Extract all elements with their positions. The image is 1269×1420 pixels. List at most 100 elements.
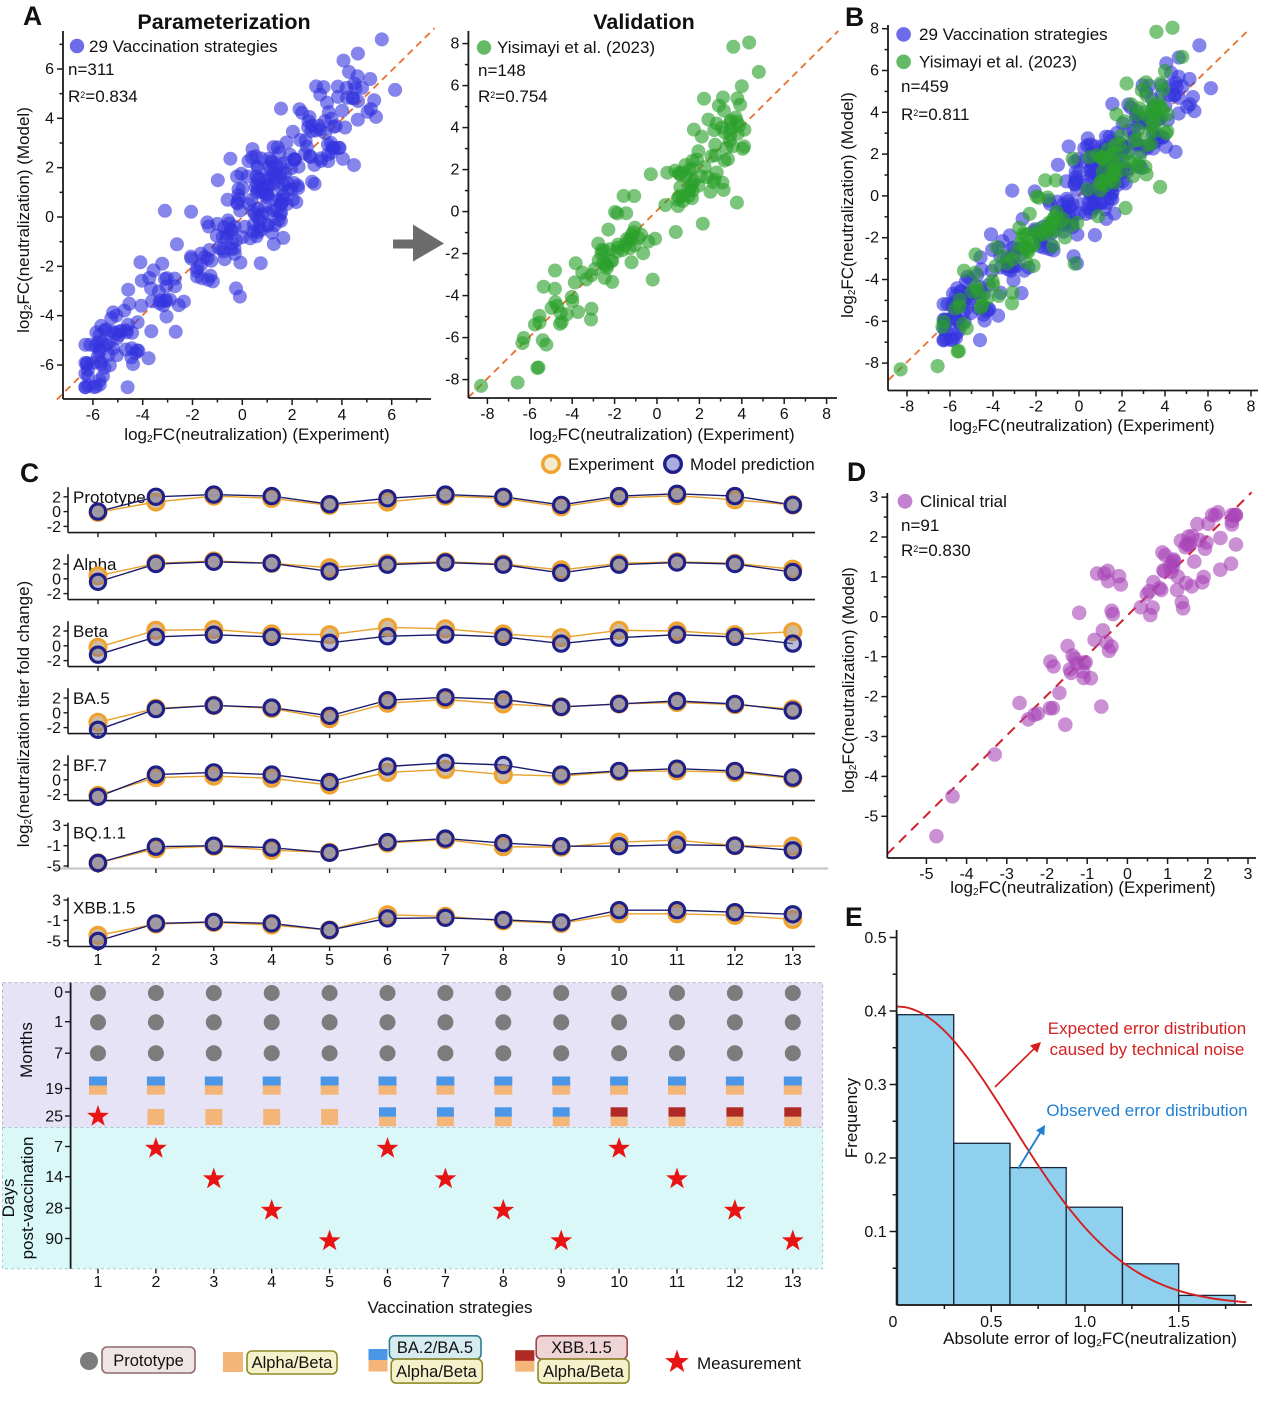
- svg-text:Expected error distribution: Expected error distribution: [1048, 1019, 1246, 1038]
- svg-text:0: 0: [52, 772, 61, 789]
- svg-text:0: 0: [238, 407, 247, 424]
- svg-text:2: 2: [695, 406, 704, 423]
- svg-text:0: 0: [450, 204, 459, 221]
- svg-text:29 Vaccination strategies: 29 Vaccination strategies: [919, 25, 1108, 44]
- svg-text:-6: -6: [445, 330, 459, 347]
- svg-text:5: 5: [325, 1274, 334, 1291]
- svg-text:2: 2: [1203, 866, 1212, 883]
- svg-text:log2FC(neutralization) (Model): log2FC(neutralization) (Model): [14, 107, 34, 333]
- svg-text:14: 14: [45, 1169, 63, 1186]
- svg-text:0.2: 0.2: [864, 1151, 886, 1168]
- svg-text:12: 12: [726, 1274, 744, 1291]
- svg-text:Months: Months: [17, 1022, 36, 1078]
- svg-text:6: 6: [870, 63, 879, 80]
- svg-text:-4: -4: [986, 399, 1000, 416]
- svg-text:-6: -6: [40, 357, 54, 374]
- svg-text:R2=0.830: R2=0.830: [901, 541, 971, 560]
- svg-text:log2FC(neutralization) (Experi: log2FC(neutralization) (Experiment): [529, 425, 794, 445]
- svg-text:2: 2: [869, 529, 878, 546]
- svg-text:-2: -2: [607, 406, 621, 423]
- svg-text:6: 6: [450, 78, 459, 95]
- svg-text:-2: -2: [1029, 399, 1043, 416]
- svg-text:0: 0: [52, 705, 61, 722]
- svg-text:4: 4: [1161, 399, 1170, 416]
- svg-text:10: 10: [610, 1274, 628, 1291]
- svg-text:1.0: 1.0: [1074, 1314, 1096, 1331]
- svg-text:-2: -2: [864, 689, 878, 706]
- svg-text:-4: -4: [959, 866, 973, 883]
- svg-text:-2: -2: [47, 519, 61, 536]
- svg-text:-6: -6: [943, 399, 957, 416]
- svg-text:-4: -4: [565, 406, 579, 423]
- svg-text:post-vaccination: post-vaccination: [18, 1137, 37, 1260]
- svg-text:-5: -5: [919, 866, 933, 883]
- svg-text:1: 1: [869, 569, 878, 586]
- svg-text:4: 4: [267, 952, 276, 969]
- svg-text:7: 7: [54, 1046, 63, 1063]
- svg-text:-2: -2: [865, 230, 879, 247]
- svg-text:n=311: n=311: [68, 60, 114, 79]
- svg-text:2: 2: [52, 624, 61, 641]
- svg-text:log2FC(neutralization) (Model): log2FC(neutralization) (Model): [839, 567, 859, 793]
- svg-text:-2: -2: [40, 258, 54, 275]
- svg-text:log2FC(neutralization) (Experi: log2FC(neutralization) (Experiment): [124, 425, 389, 445]
- svg-text:Alpha: Alpha: [73, 555, 117, 574]
- svg-text:5: 5: [325, 952, 334, 969]
- svg-text:8: 8: [1247, 399, 1256, 416]
- svg-text:6: 6: [1204, 399, 1213, 416]
- svg-text:6: 6: [383, 952, 392, 969]
- svg-text:0: 0: [1075, 399, 1084, 416]
- svg-text:Alpha/Beta: Alpha/Beta: [543, 1363, 625, 1381]
- svg-text:Validation: Validation: [593, 10, 695, 34]
- svg-text:-2: -2: [47, 653, 61, 670]
- svg-text:9: 9: [557, 952, 566, 969]
- svg-text:-5: -5: [47, 933, 61, 950]
- svg-text:E: E: [845, 902, 863, 932]
- svg-text:n=459: n=459: [901, 77, 949, 96]
- svg-text:-5: -5: [864, 808, 878, 825]
- svg-text:8: 8: [499, 1274, 508, 1291]
- svg-text:3: 3: [869, 489, 878, 506]
- svg-text:28: 28: [45, 1201, 63, 1218]
- svg-text:4: 4: [337, 407, 346, 424]
- svg-text:0: 0: [45, 209, 54, 226]
- svg-text:1: 1: [1163, 866, 1172, 883]
- svg-text:0: 0: [1123, 866, 1132, 883]
- svg-text:0: 0: [889, 1314, 898, 1331]
- svg-text:log2FC(neutralization) (Experi: log2FC(neutralization) (Experiment): [949, 416, 1214, 436]
- svg-text:-6: -6: [523, 406, 537, 423]
- svg-text:-1: -1: [1080, 866, 1094, 883]
- svg-text:-5: -5: [47, 859, 61, 876]
- svg-text:Alpha/Beta: Alpha/Beta: [252, 1354, 334, 1372]
- svg-text:0: 0: [52, 504, 61, 521]
- svg-text:Vaccination strategies: Vaccination strategies: [367, 1298, 532, 1317]
- svg-text:1: 1: [94, 952, 103, 969]
- svg-text:0: 0: [52, 571, 61, 588]
- svg-text:Beta: Beta: [73, 622, 109, 641]
- svg-text:6: 6: [45, 61, 54, 78]
- svg-text:BQ.1.1: BQ.1.1: [73, 824, 126, 843]
- svg-text:0: 0: [52, 638, 61, 655]
- svg-text:D: D: [847, 457, 866, 487]
- svg-text:Yisimayi et al. (2023): Yisimayi et al. (2023): [919, 53, 1077, 72]
- svg-text:7: 7: [441, 952, 450, 969]
- svg-text:0.1: 0.1: [864, 1224, 886, 1241]
- svg-text:-4: -4: [136, 407, 150, 424]
- svg-text:1: 1: [54, 1014, 63, 1031]
- svg-text:13: 13: [784, 952, 802, 969]
- svg-text:BA.2/BA.5: BA.2/BA.5: [397, 1339, 473, 1357]
- svg-text:2: 2: [52, 557, 61, 574]
- svg-text:8: 8: [870, 21, 879, 38]
- svg-text:0: 0: [54, 985, 63, 1002]
- svg-text:-8: -8: [480, 406, 494, 423]
- svg-text:2: 2: [151, 952, 160, 969]
- svg-text:10: 10: [610, 952, 628, 969]
- svg-text:-8: -8: [900, 399, 914, 416]
- svg-text:-1: -1: [47, 838, 61, 855]
- svg-text:19: 19: [45, 1081, 63, 1098]
- svg-text:29 Vaccination strategies: 29 Vaccination strategies: [89, 37, 278, 56]
- svg-text:1: 1: [94, 1274, 103, 1291]
- svg-text:Clinical trial: Clinical trial: [920, 492, 1007, 511]
- svg-text:8: 8: [450, 36, 459, 53]
- svg-text:0: 0: [870, 188, 879, 205]
